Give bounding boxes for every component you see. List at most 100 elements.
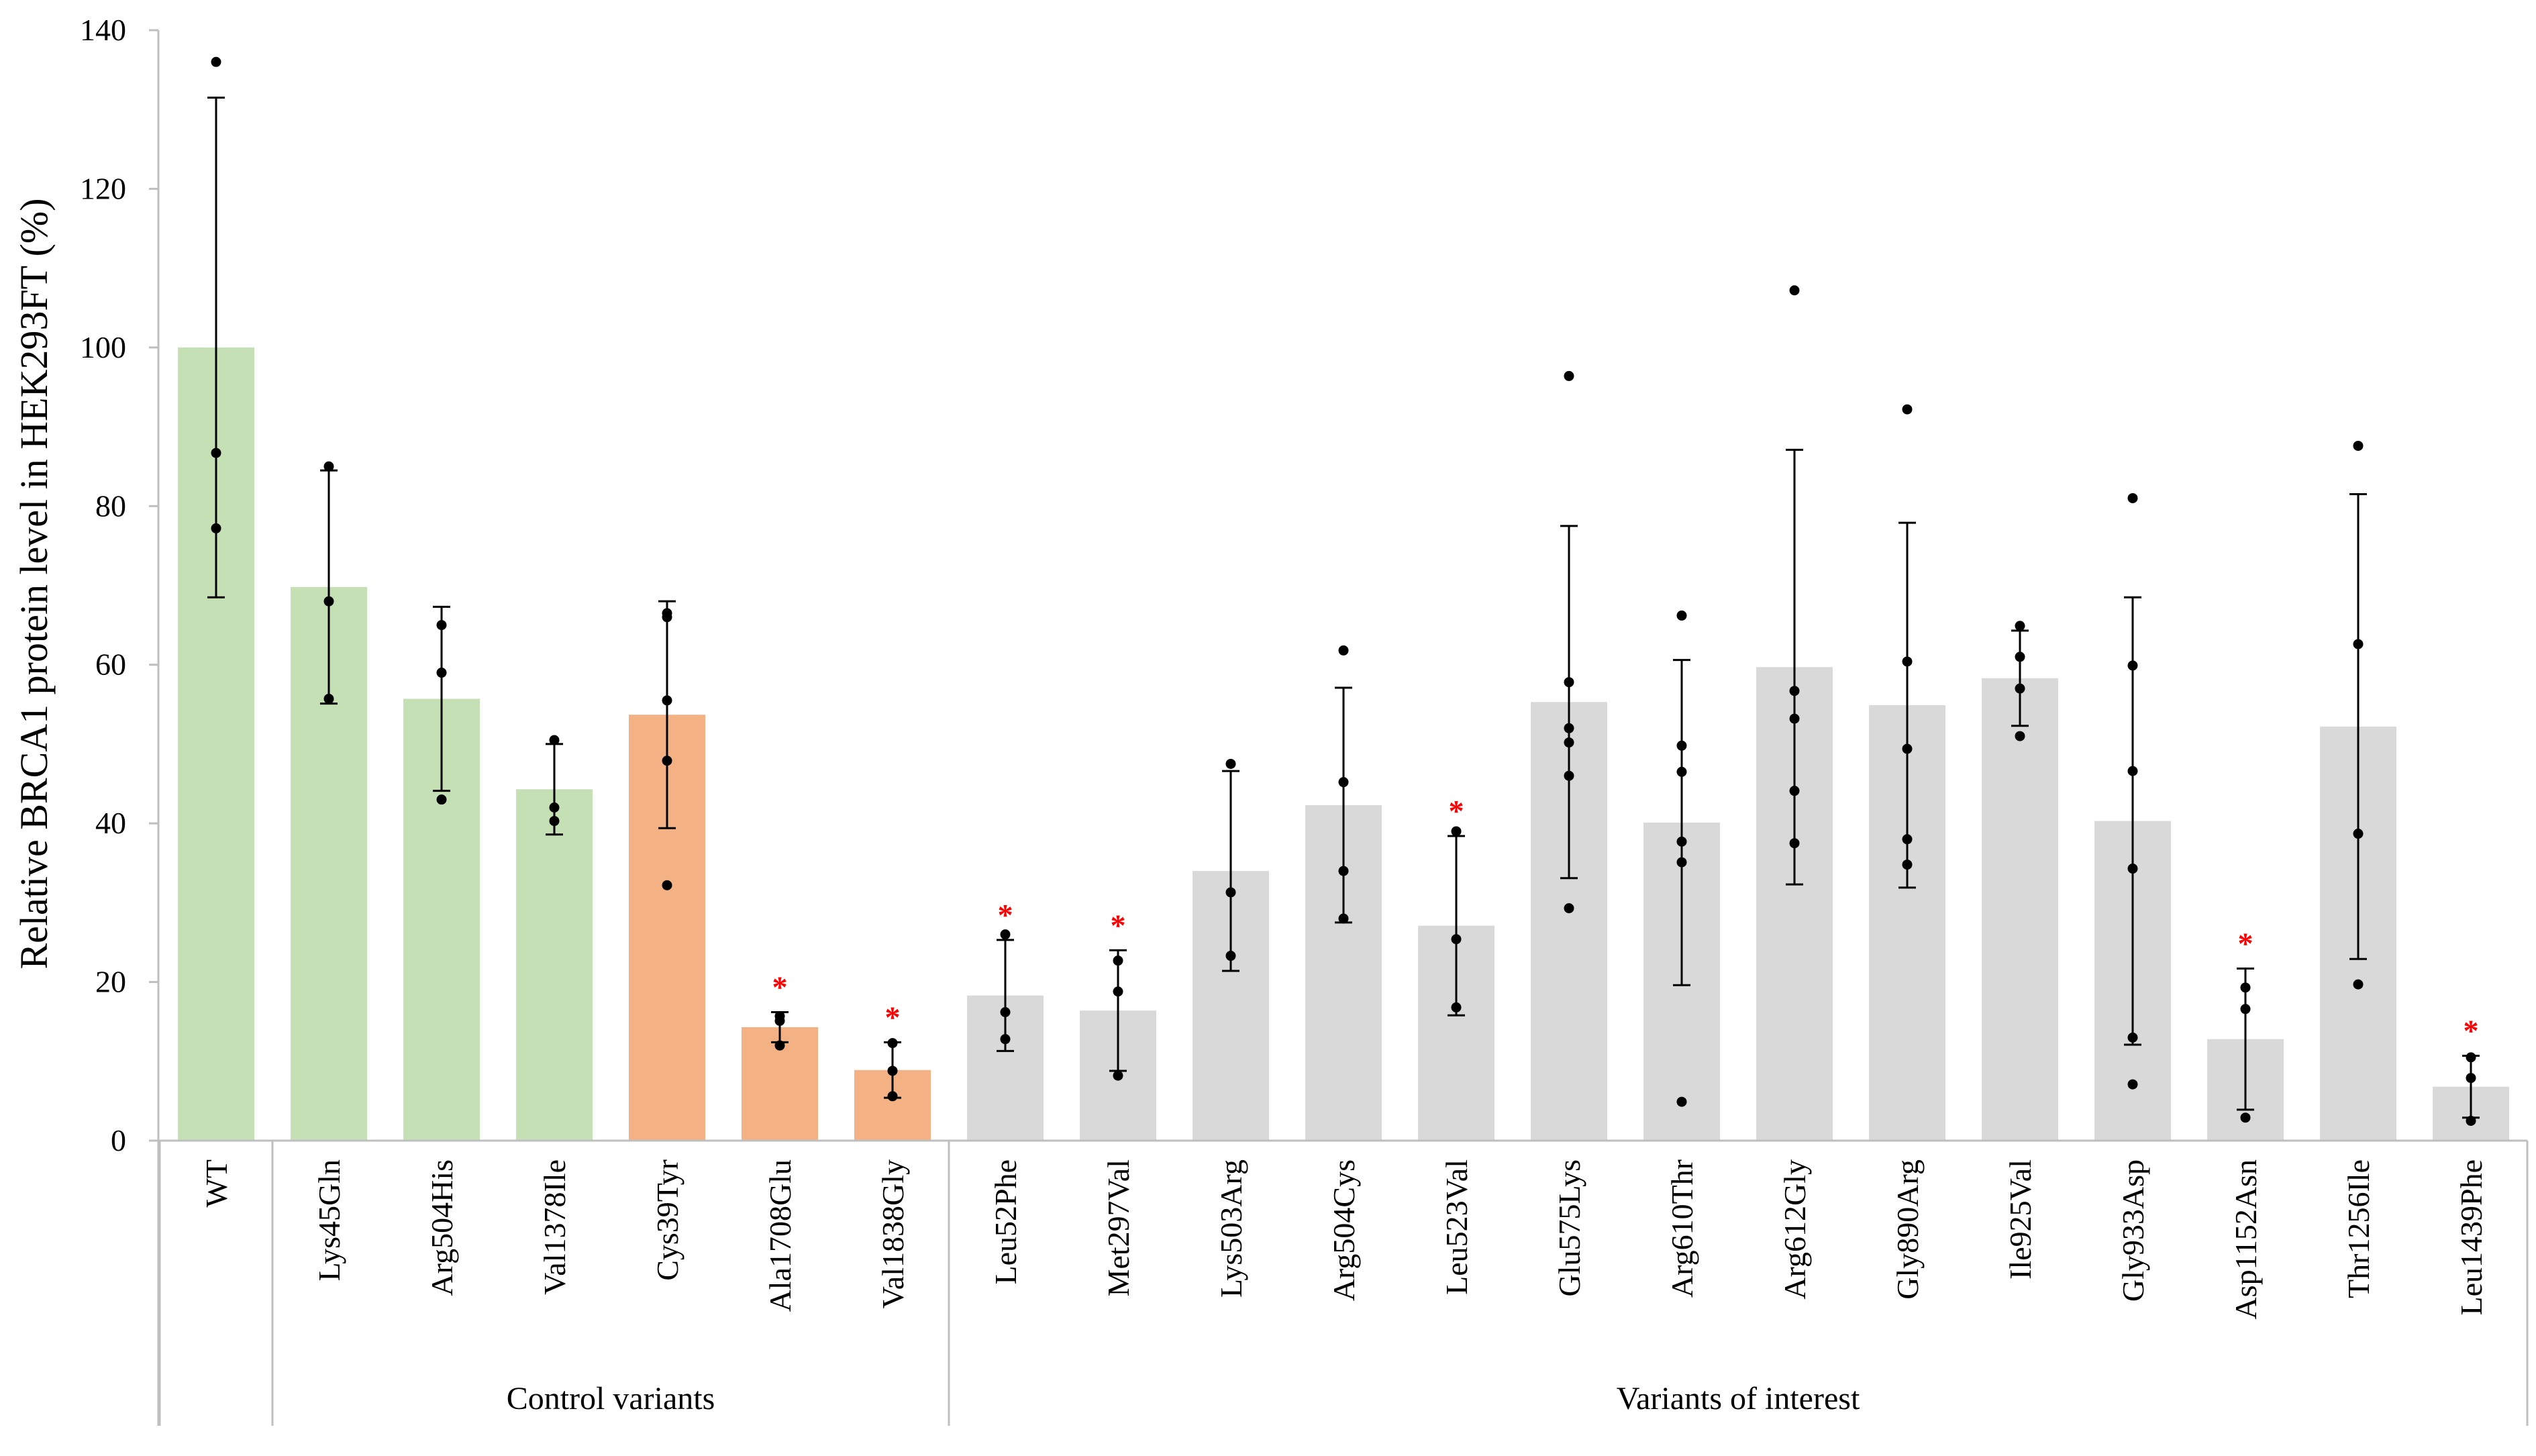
data-point (2127, 660, 2138, 671)
y-tick-label: 140 (80, 13, 126, 47)
data-point (1902, 743, 1913, 754)
x-tick-label: WT (199, 1159, 234, 1208)
data-point (549, 816, 560, 827)
x-tick-label: Arg504His (425, 1159, 459, 1296)
data-point (1676, 766, 1687, 777)
x-tick-label: Arg612Gly (1778, 1159, 1812, 1300)
data-point (1676, 836, 1687, 847)
data-point (1564, 903, 1574, 914)
y-tick-label: 0 (111, 1123, 126, 1157)
x-tick-label: Glu575Lys (1552, 1159, 1586, 1296)
significance-marker: * (885, 1000, 901, 1034)
data-point (2127, 1079, 2138, 1090)
data-point (323, 461, 334, 472)
significance-marker: * (1449, 794, 1464, 828)
data-point (2353, 440, 2364, 451)
data-point (323, 694, 334, 705)
y-tick-label: 60 (95, 647, 126, 682)
bar-val1378ile (516, 789, 593, 1141)
data-point (1564, 737, 1574, 748)
data-point (1451, 1002, 1462, 1012)
data-point (1451, 934, 1462, 945)
x-tick-label: Asp1152Asn (2229, 1159, 2263, 1320)
significance-markers: * * * * * * * (772, 794, 2479, 1047)
data-point (2466, 1073, 2476, 1084)
data-point (662, 880, 672, 890)
significance-marker: * (998, 898, 1013, 932)
data-point (1902, 834, 1913, 845)
x-tick-label: Gly933Asp (2116, 1159, 2150, 1302)
x-tick-label: Val1378Ile (538, 1159, 572, 1295)
significance-marker: * (772, 970, 788, 1004)
data-point (436, 620, 447, 631)
x-tick-label: Ala1708Glu (763, 1159, 797, 1312)
data-point (1676, 610, 1687, 621)
data-point (211, 523, 221, 533)
data-point (2240, 982, 2251, 993)
data-point (1338, 777, 1349, 788)
data-point (1676, 857, 1687, 868)
data-point (2015, 731, 2025, 741)
data-point (549, 735, 560, 745)
data-point (1113, 986, 1123, 997)
data-point (1676, 1096, 1687, 1107)
data-point (1451, 826, 1462, 837)
x-tick-label: Leu52Phe (988, 1159, 1023, 1285)
data-point (2240, 1004, 2251, 1015)
y-axis: 0 20 40 60 80 100 120 140 (80, 13, 160, 1157)
data-points (211, 56, 2476, 1126)
x-tick-label: Leu1439Phe (2454, 1159, 2488, 1316)
data-point (2127, 766, 2138, 776)
bars (178, 347, 2509, 1141)
y-axis-title: Relative BRCA1 protein level in HEK293FT… (12, 198, 56, 969)
y-tick-label: 120 (80, 171, 126, 205)
bar-ile925val (1982, 678, 2058, 1141)
data-point (1789, 786, 1800, 796)
data-point (2353, 979, 2364, 990)
data-point (1225, 887, 1236, 898)
group-label: Control variants (507, 1381, 715, 1416)
data-point (774, 1040, 785, 1051)
data-point (2353, 639, 2364, 649)
y-tick-label: 40 (95, 806, 126, 840)
x-tick-label: Ile925Val (2003, 1159, 2037, 1280)
y-tick-label: 20 (95, 965, 126, 999)
data-point (1338, 645, 1349, 656)
significance-marker: * (2238, 926, 2253, 960)
x-tick-label: Arg610Thr (1665, 1159, 1699, 1298)
data-point (1789, 838, 1800, 849)
data-point (1113, 1070, 1123, 1081)
data-point (323, 596, 334, 607)
data-point (662, 612, 672, 623)
data-point (1676, 740, 1687, 751)
data-point (2015, 683, 2025, 694)
data-point (1564, 723, 1574, 733)
x-tick-label: Thr1256Ile (2341, 1159, 2376, 1298)
x-tick-label: Gly890Arg (1890, 1159, 1925, 1300)
data-point (1902, 404, 1913, 415)
x-tick-label: Leu523Val (1439, 1159, 1474, 1295)
data-point (1000, 1034, 1011, 1045)
data-point (2466, 1115, 2476, 1126)
data-point (887, 1065, 898, 1076)
data-point (1564, 677, 1574, 688)
data-point (887, 1038, 898, 1049)
x-tick-label: Lys45Gln (312, 1159, 346, 1281)
x-tick-label: Arg504Cys (1327, 1159, 1361, 1301)
data-point (1564, 770, 1574, 781)
data-point (774, 1015, 785, 1026)
data-point (549, 802, 560, 813)
data-point (211, 56, 221, 67)
data-point (1225, 951, 1236, 961)
data-point (662, 756, 672, 766)
data-point (1338, 866, 1349, 876)
data-point (1902, 656, 1913, 667)
data-point (211, 448, 221, 458)
data-point (2015, 652, 2025, 662)
data-point (2127, 1032, 2138, 1043)
data-point (1789, 713, 1800, 724)
data-point (2015, 621, 2025, 631)
data-point (2127, 864, 2138, 874)
data-point (1338, 913, 1349, 924)
data-point (1113, 955, 1123, 966)
